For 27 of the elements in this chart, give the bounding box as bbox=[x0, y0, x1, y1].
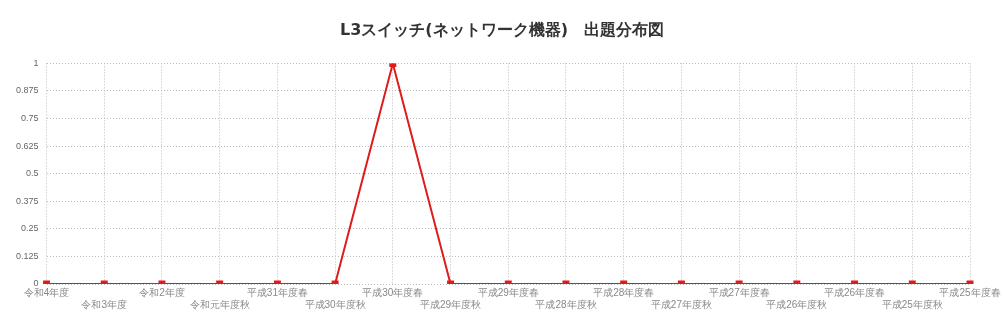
x-tick-label: 平成30年度春 bbox=[362, 286, 424, 298]
x-tick-label: 平成26年度秋 bbox=[766, 298, 828, 310]
x-tick-label: 令和3年度 bbox=[81, 298, 128, 310]
y-tick-label: 0.625 bbox=[15, 140, 39, 151]
x-tick-label: 令和元年度秋 bbox=[189, 298, 250, 310]
x-tick-label: 平成25年度春 bbox=[939, 286, 1001, 298]
x-tick-label: 平成29年度春 bbox=[477, 286, 539, 298]
y-tick-label: 1 bbox=[33, 57, 39, 68]
y-tick-label: 0.125 bbox=[15, 250, 39, 261]
x-tick-label: 平成31年度春 bbox=[246, 286, 308, 298]
x-tick-label: 令和2年度 bbox=[139, 286, 185, 298]
y-tick-label: 0.375 bbox=[15, 195, 39, 206]
y-tick-label: 0 bbox=[33, 278, 39, 289]
y-tick-label: 0.25 bbox=[20, 223, 39, 234]
x-tick-label: 平成28年度秋 bbox=[535, 298, 597, 310]
y-tick-label: 0.875 bbox=[15, 85, 39, 96]
x-tick-label: 平成25年度秋 bbox=[881, 298, 943, 310]
chart-title: L3スイッチ(ネットワーク機器) 出題分布図 bbox=[339, 20, 665, 41]
x-tick-label: 平成28年度春 bbox=[593, 286, 655, 298]
x-tick-label: 平成29年度秋 bbox=[419, 298, 482, 310]
x-tick-label: 平成30年度秋 bbox=[304, 298, 366, 310]
x-tick-label: 平成27年度春 bbox=[708, 286, 770, 298]
x-tick-label: 平成27年度秋 bbox=[650, 298, 712, 310]
x-tick-label: 令和4年度 bbox=[23, 286, 70, 298]
x-tick-label: 平成26年度春 bbox=[824, 286, 886, 298]
y-tick-label: 0.5 bbox=[26, 168, 39, 179]
y-tick-label: 0.75 bbox=[20, 113, 39, 124]
